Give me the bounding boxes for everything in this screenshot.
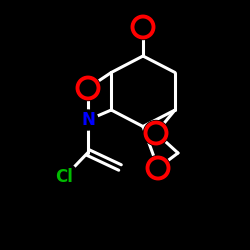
Circle shape xyxy=(144,120,169,146)
Circle shape xyxy=(130,14,156,40)
Circle shape xyxy=(78,110,98,130)
Circle shape xyxy=(51,163,78,191)
Circle shape xyxy=(146,156,171,180)
Text: N: N xyxy=(81,111,95,129)
Circle shape xyxy=(76,76,100,100)
Text: Cl: Cl xyxy=(56,168,74,186)
